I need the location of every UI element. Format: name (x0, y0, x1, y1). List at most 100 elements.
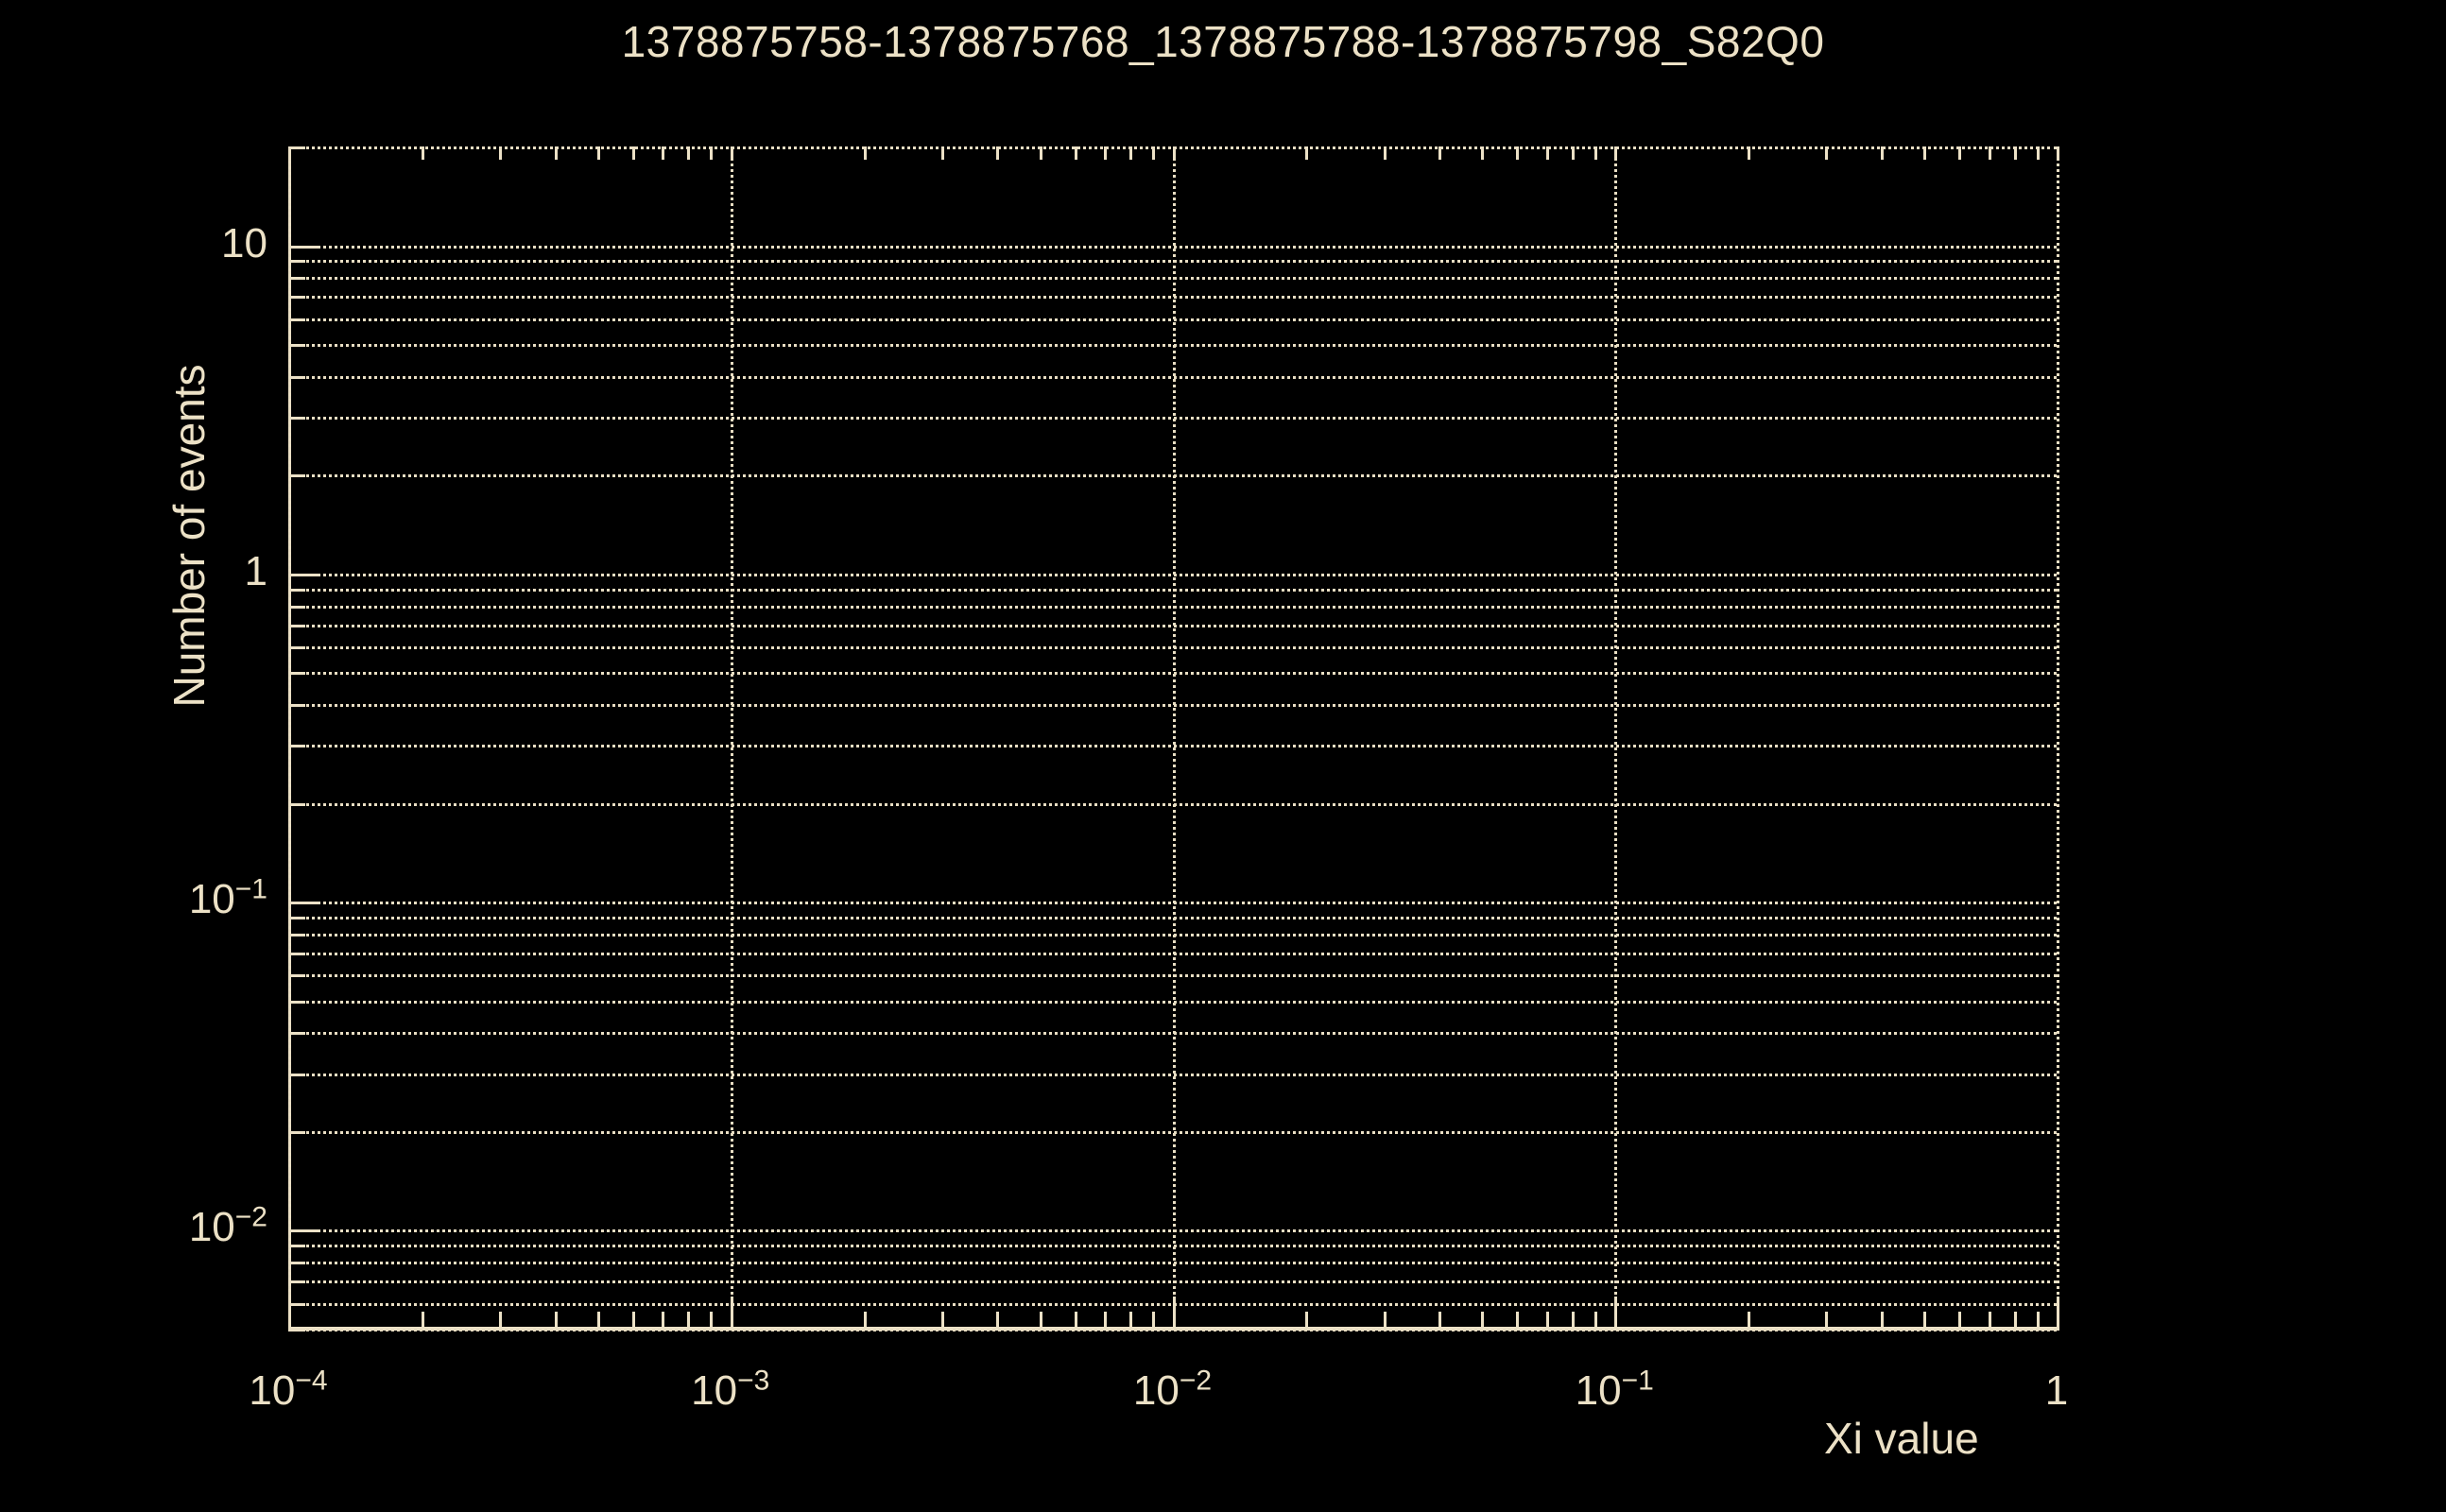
x-tick-top (1305, 146, 1309, 160)
x-tick (1593, 1312, 1597, 1329)
x-tick (1074, 1312, 1077, 1329)
y-tick (288, 260, 305, 264)
x-tick-top (1748, 146, 1751, 160)
x-tick (2036, 1312, 2040, 1329)
x-tick (1481, 1312, 1485, 1329)
y-gridline (288, 974, 2057, 978)
x-tick-label: 10−4 (249, 1365, 328, 1414)
x-tick (1748, 1312, 1751, 1329)
x-tick-top (1516, 146, 1520, 160)
x-tick (996, 1312, 1000, 1329)
y-tick (288, 1229, 320, 1233)
y-tick (288, 1329, 305, 1332)
x-tick (1438, 1312, 1442, 1329)
y-gridline (288, 417, 2057, 421)
x-tick (730, 1297, 733, 1329)
x-tick-top (1958, 146, 1962, 160)
y-tick (288, 1130, 305, 1134)
y-tick (288, 802, 305, 806)
x-tick (1104, 1312, 1108, 1329)
y-gridline (288, 1000, 2057, 1004)
x-tick-top (1383, 146, 1387, 160)
x-tick (1039, 1312, 1042, 1329)
y-gridline (288, 1329, 2057, 1332)
x-gridline (1172, 146, 1176, 1329)
y-tick (288, 933, 305, 936)
y-tick (288, 588, 305, 592)
x-tick (687, 1312, 691, 1329)
x-tick-top (631, 146, 635, 160)
y-gridline (288, 1229, 2057, 1233)
x-tick-top (1880, 146, 1884, 160)
y-tick (288, 245, 320, 249)
x-tick-top (1129, 146, 1133, 160)
x-tick (1516, 1312, 1520, 1329)
y-gridline (288, 1280, 2057, 1284)
x-tick (2057, 1297, 2059, 1329)
x-tick-top (1074, 146, 1077, 160)
y-gridline (288, 474, 2057, 478)
x-tick-top (1825, 146, 1829, 160)
y-tick (288, 902, 320, 905)
y-gridline (288, 605, 2057, 609)
x-tick-top (421, 146, 424, 160)
y-gridline (288, 344, 2057, 348)
y-gridline (288, 260, 2057, 264)
x-tick-top (996, 146, 1000, 160)
x-tick (1880, 1312, 1884, 1329)
x-tick-top (1923, 146, 1927, 160)
x-tick-top (710, 146, 714, 160)
x-tick (499, 1312, 503, 1329)
x-tick (1383, 1312, 1387, 1329)
x-tick-label: 10−3 (691, 1365, 770, 1414)
y-tick (288, 318, 305, 321)
y-tick (288, 1073, 305, 1076)
y-tick (288, 277, 305, 281)
x-tick-top (2036, 146, 2040, 160)
y-gridline (288, 802, 2057, 806)
x-tick-top (662, 146, 665, 160)
y-tick (288, 645, 305, 649)
x-tick (596, 1312, 600, 1329)
x-tick (1172, 1297, 1176, 1329)
x-tick (1305, 1312, 1309, 1329)
y-tick-label: 1 (244, 547, 267, 594)
y-gridline (288, 277, 2057, 281)
x-tick-top (554, 146, 558, 160)
y-gridline (288, 1032, 2057, 1036)
x-tick (710, 1312, 714, 1329)
x-tick-top (730, 146, 733, 160)
x-tick-top (1438, 146, 1442, 160)
x-tick-top (1593, 146, 1597, 160)
x-tick (421, 1312, 424, 1329)
plot-frame (288, 146, 2059, 1332)
y-tick-label: 10−2 (188, 1201, 267, 1251)
x-tick-top (687, 146, 691, 160)
x-tick (1152, 1312, 1156, 1329)
y-gridline (288, 917, 2057, 920)
y-tick (288, 624, 305, 627)
y-gridline (288, 952, 2057, 955)
x-tick-top (940, 146, 944, 160)
x-tick (631, 1312, 635, 1329)
x-tick-top (1481, 146, 1485, 160)
x-gridline (288, 146, 291, 1329)
y-tick (288, 1280, 305, 1284)
y-tick (288, 605, 305, 609)
y-gridline (288, 318, 2057, 321)
x-tick-label: 1 (2044, 1367, 2069, 1414)
y-tick (288, 1302, 305, 1306)
x-tick (662, 1312, 665, 1329)
x-tick (1571, 1312, 1575, 1329)
x-tick-top (288, 146, 291, 160)
x-tick-top (1172, 146, 1176, 160)
x-tick (1129, 1312, 1133, 1329)
y-tick-label: 10−1 (188, 873, 267, 923)
y-gridline (288, 245, 2057, 249)
x-tick-top (1614, 146, 1618, 160)
y-gridline (288, 902, 2057, 905)
y-gridline (288, 933, 2057, 936)
y-gridline (288, 645, 2057, 649)
y-tick-label: 10 (221, 219, 267, 266)
